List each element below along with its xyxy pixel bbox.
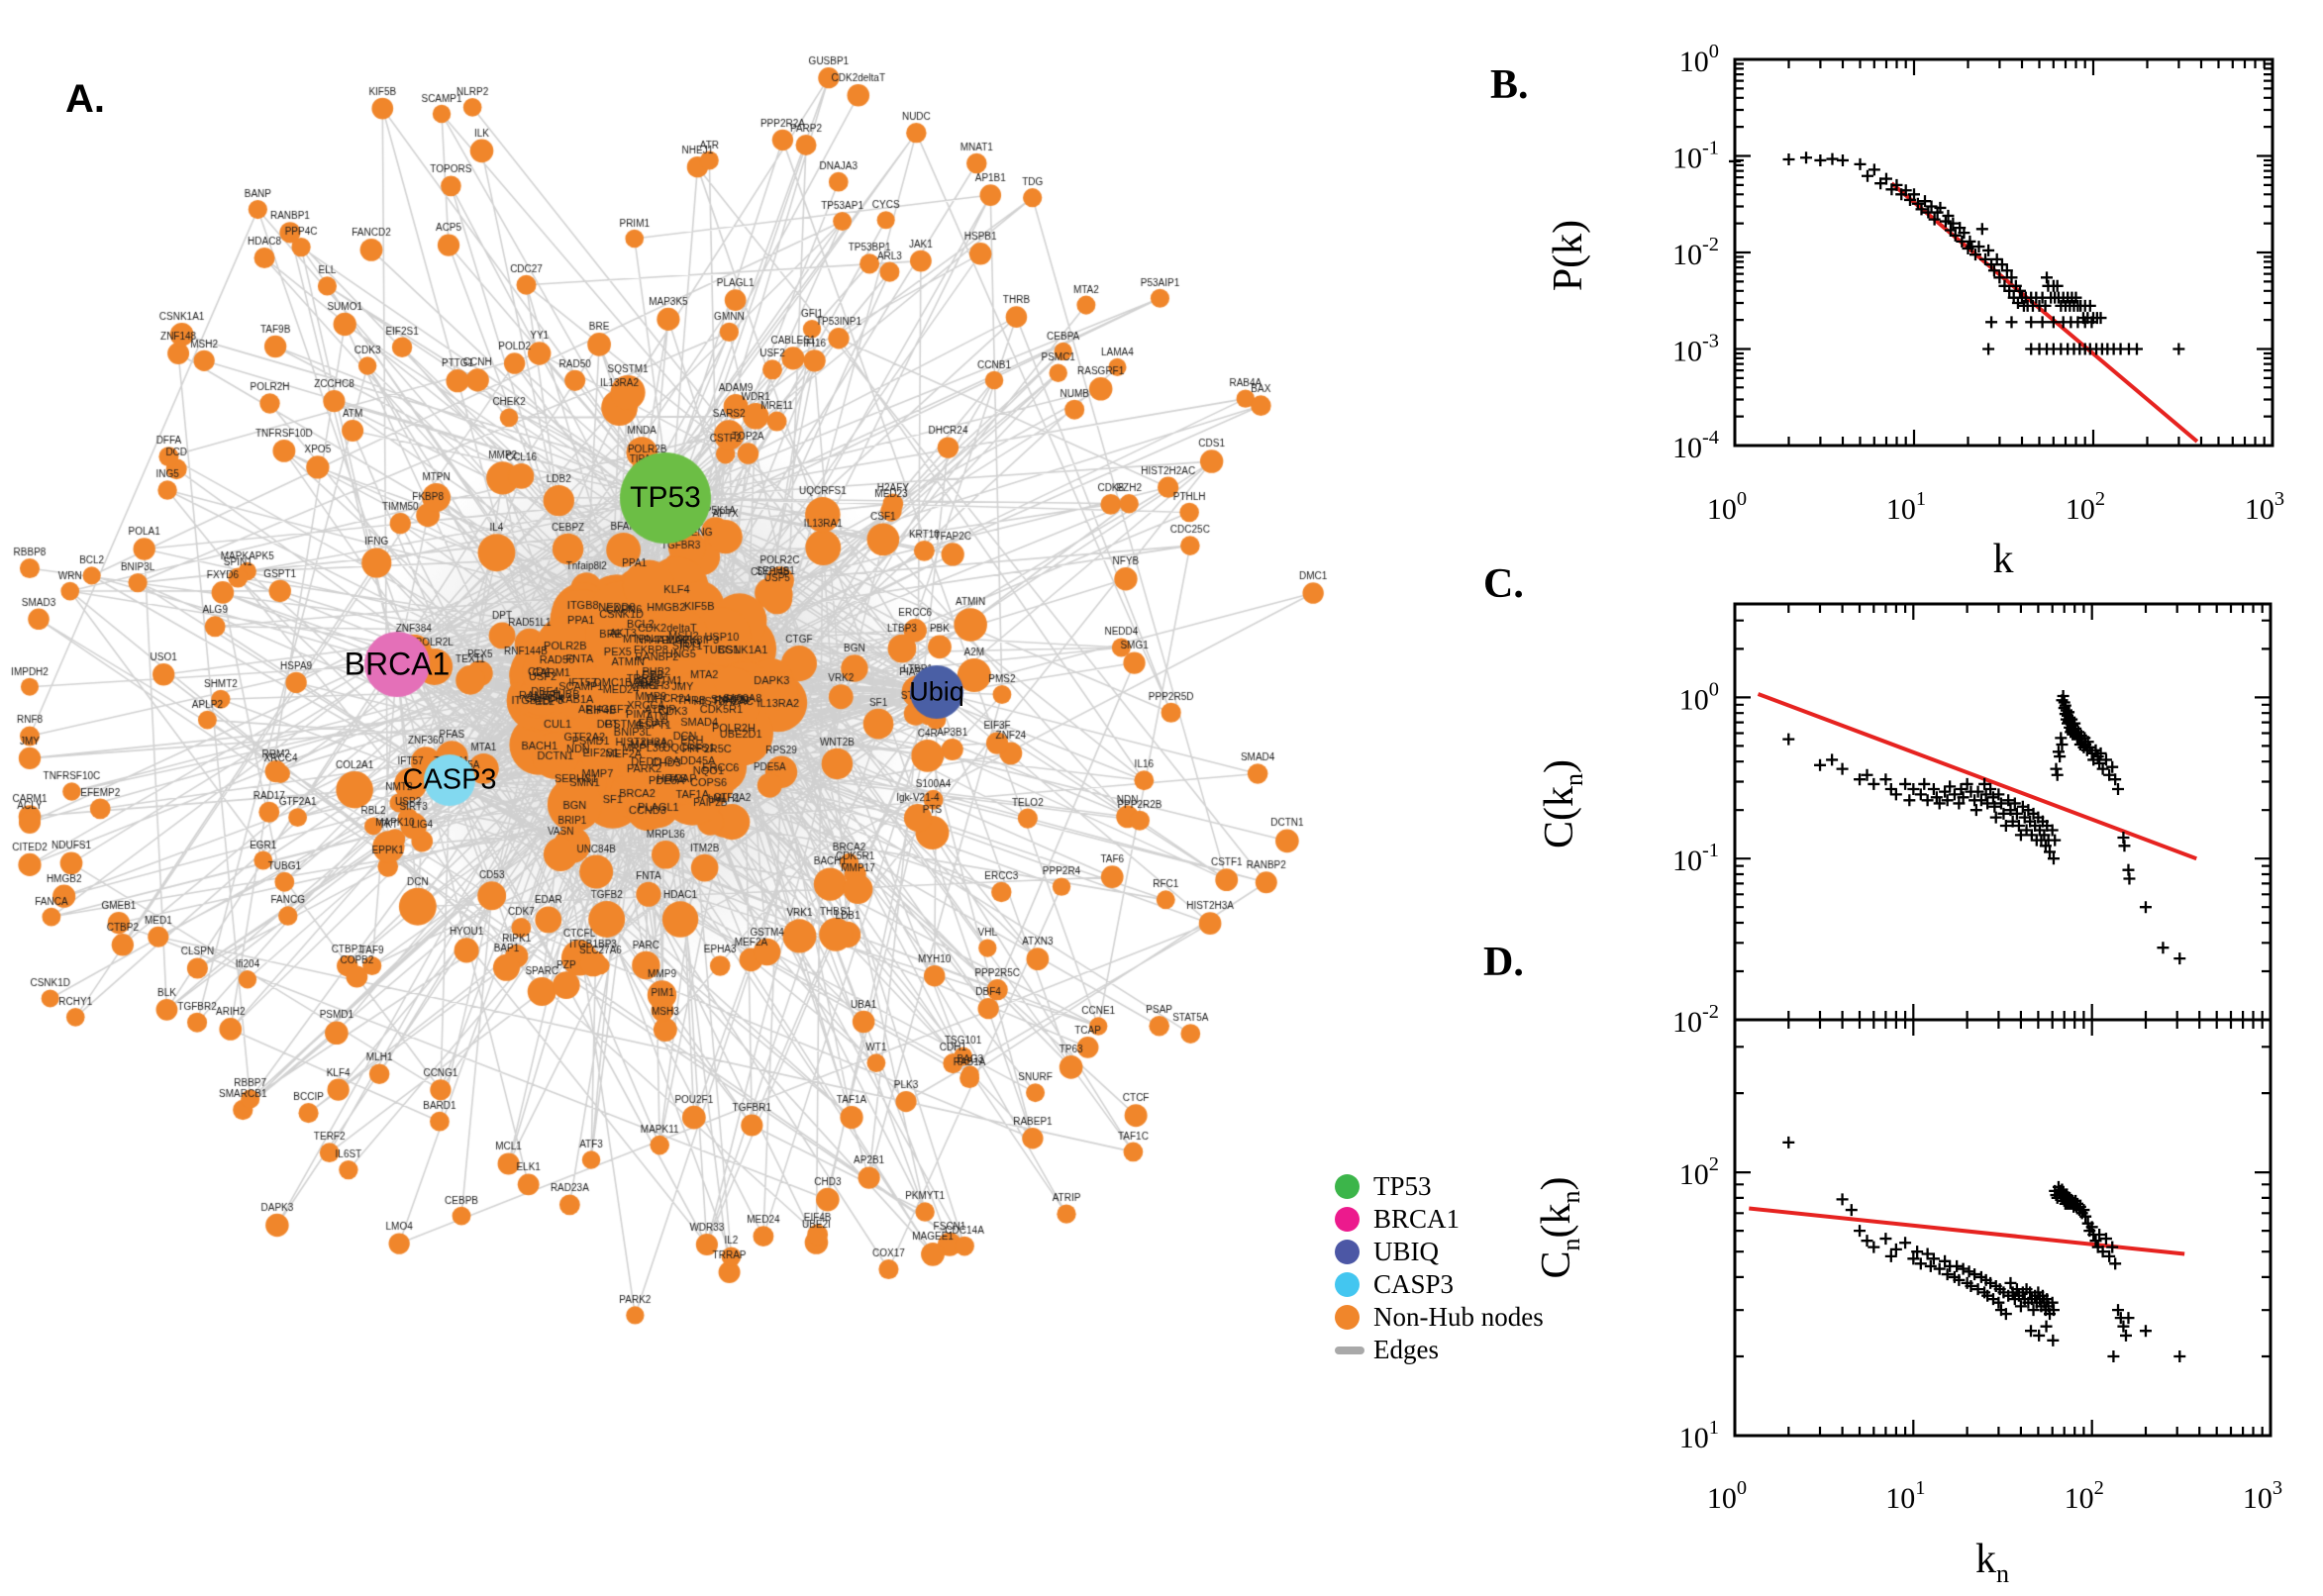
svg-text:P(k): P(k) xyxy=(1546,220,1591,291)
brca1-swatch-icon xyxy=(1335,1207,1360,1232)
hub-label-brca1: BRCA1 xyxy=(344,646,451,682)
legend-item-nonhub: Non-Hub nodes xyxy=(1335,1301,1544,1334)
svg-text:101: 101 xyxy=(1885,1477,1925,1515)
legend-label: TP53 xyxy=(1373,1171,1432,1201)
legend-label: Edges xyxy=(1373,1335,1439,1364)
svg-text:101: 101 xyxy=(1886,488,1926,526)
network-graph xyxy=(0,0,1436,1596)
nonhub-swatch-icon xyxy=(1335,1305,1360,1330)
svg-text:100: 100 xyxy=(1707,1477,1747,1515)
legend-item-tp53: TP53 xyxy=(1335,1170,1544,1203)
svg-text:103: 103 xyxy=(2243,1477,2282,1515)
legend-item-edges: Edges xyxy=(1335,1334,1544,1366)
hub-label-casp3: CASP3 xyxy=(402,763,497,796)
svg-text:100: 100 xyxy=(1679,41,1719,78)
svg-text:102: 102 xyxy=(2066,488,2105,526)
svg-text:100: 100 xyxy=(1679,678,1719,716)
svg-text:101: 101 xyxy=(1679,1417,1719,1454)
svg-text:kn​: kn​ xyxy=(1975,1537,2009,1588)
legend-item-ubiq: UBIQ xyxy=(1335,1236,1544,1268)
svg-text:10-1: 10-1 xyxy=(1672,840,1719,877)
panel-label-d: D. xyxy=(1483,940,1524,985)
svg-text:103: 103 xyxy=(2245,488,2284,526)
legend-label: UBIQ xyxy=(1373,1237,1439,1266)
legend-label: CASP3 xyxy=(1373,1269,1455,1299)
panel-label-a: A. xyxy=(65,77,105,121)
hub-label-tp53: TP53 xyxy=(630,481,701,514)
svg-text:C(kn​): C(kn​) xyxy=(1537,759,1588,848)
legend-item-casp3: CASP3 xyxy=(1335,1268,1544,1301)
svg-text:Cn​(kn​): Cn​(kn​) xyxy=(1534,1176,1585,1278)
panel-label-c: C. xyxy=(1483,561,1524,607)
svg-text:10-2: 10-2 xyxy=(1672,1001,1719,1039)
svg-text:10-2: 10-2 xyxy=(1672,234,1719,271)
svg-text:10-4: 10-4 xyxy=(1672,427,1719,464)
legend-label: BRCA1 xyxy=(1373,1204,1461,1234)
svg-text:10-3: 10-3 xyxy=(1672,331,1719,368)
ubiq-swatch-icon xyxy=(1335,1240,1360,1264)
svg-text:100: 100 xyxy=(1707,488,1747,526)
svg-text:10-1: 10-1 xyxy=(1672,138,1719,175)
legend: TP53 BRCA1 UBIQ CASP3 Non-Hub nodes Edge… xyxy=(1335,1170,1544,1366)
svg-text:102: 102 xyxy=(2065,1477,2104,1515)
log-log-plots: 100 101 102 103 100 10-1 10-2 10-3 10-4 k P(k) 100 1… xyxy=(1534,41,2284,1588)
tp53-swatch-icon xyxy=(1335,1174,1360,1199)
panel-label-b: B. xyxy=(1490,62,1529,108)
svg-text:k: k xyxy=(1993,537,2014,582)
hub-label-ubiq: Ubiq xyxy=(909,676,964,707)
edge-swatch-icon xyxy=(1335,1346,1364,1354)
svg-text:102: 102 xyxy=(1679,1153,1719,1191)
casp3-swatch-icon xyxy=(1335,1272,1360,1297)
legend-item-brca1: BRCA1 xyxy=(1335,1203,1544,1236)
legend-label: Non-Hub nodes xyxy=(1373,1302,1544,1332)
